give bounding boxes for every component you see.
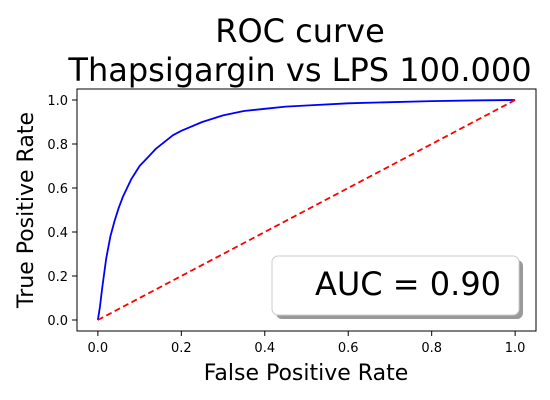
x-tick-label: 0.8 (421, 341, 442, 356)
y-tick-label: 1.0 (47, 94, 68, 109)
chance-diagonal-line (97, 99, 516, 321)
x-tick-label: 0.4 (254, 341, 275, 356)
y-axis-label: True Positive Rate (14, 112, 39, 309)
y-tick-label: 0.2 (47, 270, 68, 285)
legend-box (271, 255, 520, 316)
x-tick-label: 0.2 (171, 341, 192, 356)
x-tick-label: 0.6 (338, 341, 359, 356)
chart-title-line-2: Thapsigargin vs LPS 100.000 (67, 51, 531, 89)
y-tick-label: 0.8 (47, 138, 68, 153)
y-axis-ticks: 0.0 0.2 0.4 0.6 0.8 1.0 (47, 94, 77, 329)
x-tick-label: 1.0 (505, 341, 526, 356)
y-tick-label: 0.6 (47, 182, 68, 197)
plot-area-frame (76, 88, 537, 332)
series-layer (96, 99, 516, 321)
x-tick-label: 0.0 (88, 341, 109, 356)
y-tick-label: 0.0 (47, 314, 68, 329)
x-axis-label: False Positive Rate (204, 361, 408, 386)
roc-curve-line (96, 99, 516, 321)
chart-title-line-1: ROC curve (215, 12, 385, 50)
x-axis-ticks: 0.0 0.2 0.4 0.6 0.8 1.0 (88, 331, 526, 356)
y-tick-label: 0.4 (47, 226, 68, 241)
legend-auc-text: AUC = 0.90 (315, 265, 501, 303)
legend: AUC = 0.90 (271, 255, 523, 319)
